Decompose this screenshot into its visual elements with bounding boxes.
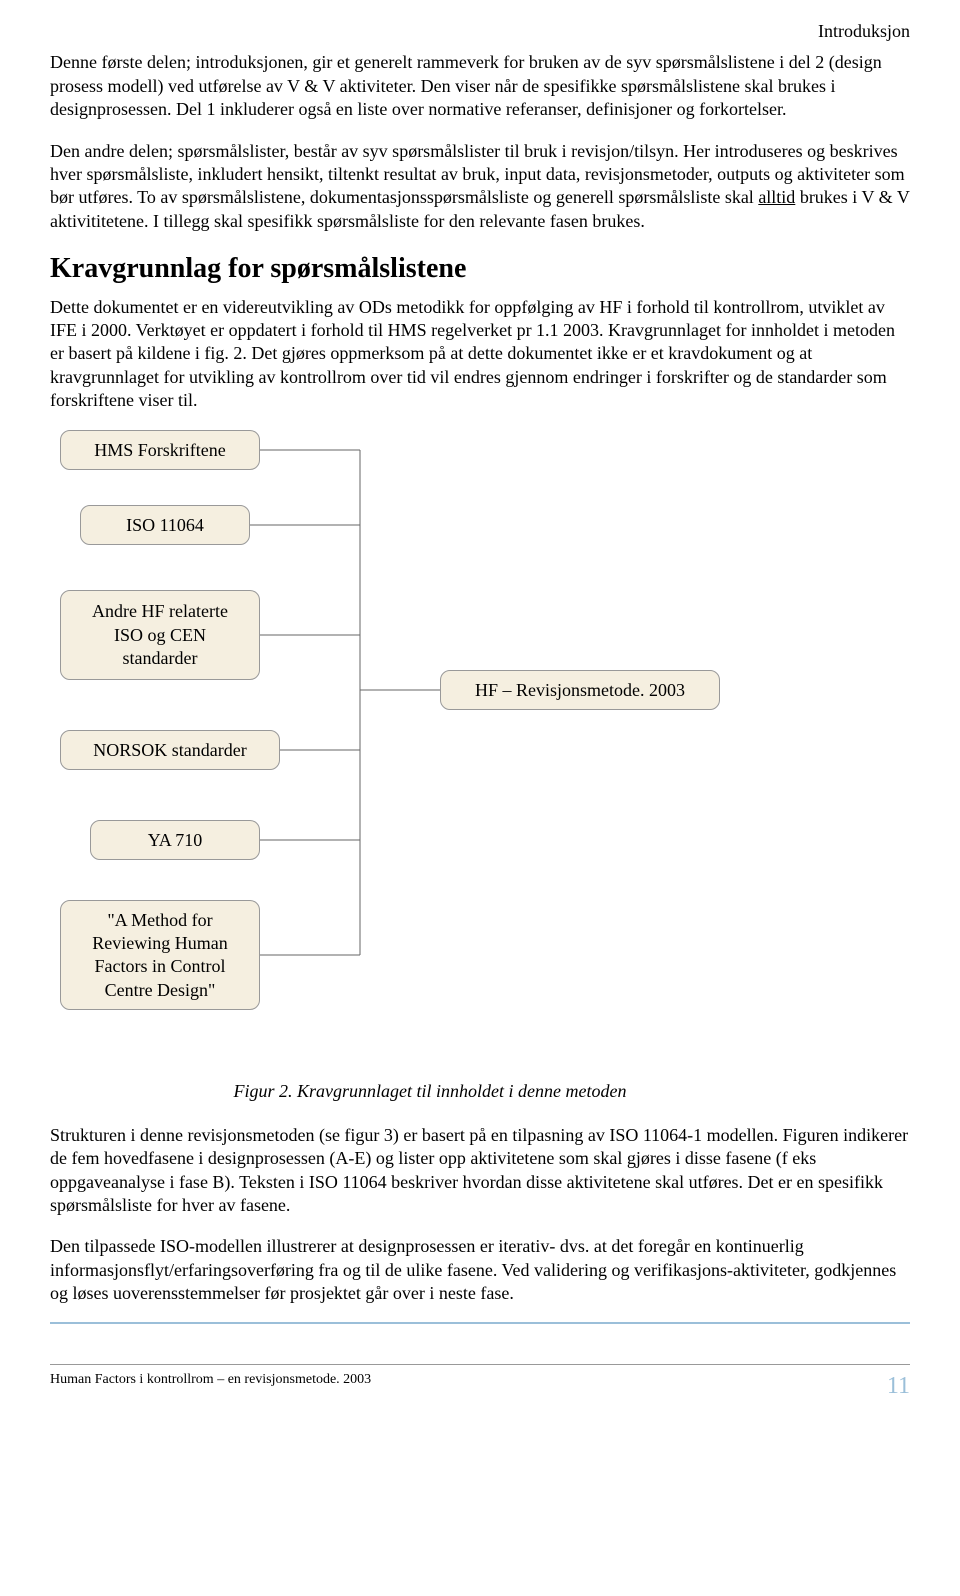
page-footer: Human Factors i kontrollrom – en revisjo…	[50, 1364, 910, 1402]
diagram-right-node: HF – Revisjonsmetode. 2003	[440, 670, 720, 710]
diagram-left-node-0: HMS Forskriftene	[60, 430, 260, 470]
footer-left-text: Human Factors i kontrollrom – en revisjo…	[50, 1371, 371, 1402]
section-header-label: Introduksjon	[50, 20, 910, 43]
diagram-left-node-4: YA 710	[90, 820, 260, 860]
paragraph-4: Strukturen i denne revisjonsmetoden (se …	[50, 1124, 910, 1218]
section-title: Kravgrunnlag for spørsmålslistene	[50, 251, 910, 287]
figure-2-diagram: HMS Forskriftene ISO 11064 Andre HF relate…	[60, 430, 780, 1070]
diagram-left-node-1: ISO 11064	[80, 505, 250, 545]
paragraph-2: Den andre delen; spørsmålslister, består…	[50, 140, 910, 234]
diagram-left-node-2: Andre HF relaterte ISO og CEN standarder	[60, 590, 260, 680]
paragraph-3: Dette dokumentet er en videreutvikling a…	[50, 296, 910, 413]
page-number: 11	[887, 1371, 910, 1402]
p2-underline: alltid	[758, 187, 795, 207]
diagram-left-node-5: "A Method for Reviewing Human Factors in…	[60, 900, 260, 1010]
paragraph-5: Den tilpassede ISO-modellen illustrerer …	[50, 1235, 910, 1305]
diagram-left-node-3: NORSOK standarder	[60, 730, 280, 770]
figure-2-caption: Figur 2. Kravgrunnlaget til innholdet i …	[170, 1080, 690, 1103]
paragraph-1: Denne første delen; introduksjonen, gir …	[50, 51, 910, 121]
